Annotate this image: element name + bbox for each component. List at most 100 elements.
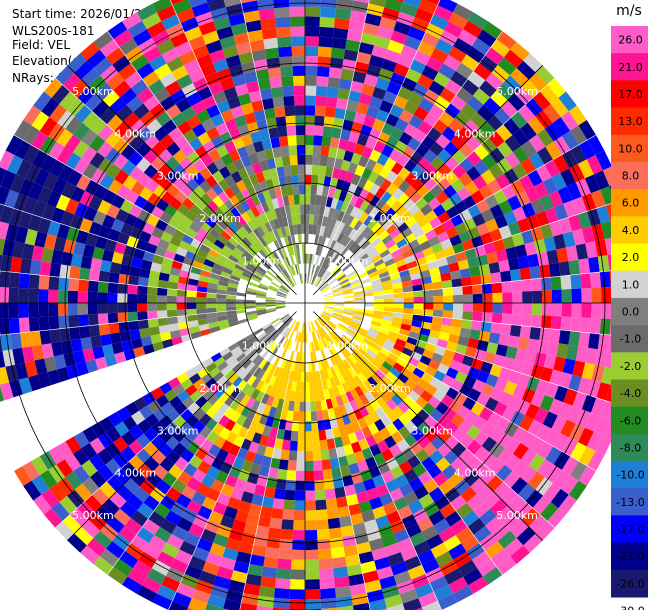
gate-cell bbox=[373, 258, 385, 268]
gate-cell bbox=[292, 55, 305, 67]
gate-cell bbox=[296, 460, 305, 471]
gate-cell bbox=[305, 421, 312, 432]
gate-cell bbox=[218, 319, 229, 326]
gate-cell bbox=[133, 103, 150, 120]
gate-cell bbox=[490, 548, 511, 567]
gate-cell bbox=[368, 54, 385, 68]
gate-cell bbox=[364, 303, 375, 307]
gate-cell bbox=[137, 3, 157, 21]
gate-cell bbox=[319, 568, 334, 580]
gate-cell bbox=[144, 134, 160, 150]
gate-cell bbox=[288, 450, 298, 461]
gate-cell bbox=[363, 115, 376, 128]
gate-cell bbox=[145, 178, 160, 193]
gate-cell bbox=[154, 502, 171, 519]
gate-cell bbox=[208, 248, 220, 259]
gate-cell bbox=[480, 273, 492, 285]
gate-cell bbox=[305, 500, 316, 511]
gate-cell bbox=[521, 79, 540, 98]
gate-cell bbox=[314, 276, 320, 286]
gate-cell bbox=[345, 239, 355, 250]
gate-cell bbox=[352, 313, 363, 319]
gate-cell bbox=[279, 538, 293, 550]
gate-cell bbox=[476, 222, 490, 236]
gate-cell bbox=[228, 149, 241, 163]
gate-cell bbox=[123, 349, 136, 361]
gate-cell bbox=[290, 430, 299, 442]
gate-cell bbox=[300, 214, 305, 224]
gate-cell bbox=[332, 117, 344, 129]
gate-cell bbox=[168, 323, 180, 332]
gate-cell bbox=[241, 343, 252, 353]
gate-cell bbox=[202, 389, 215, 401]
gate-cell bbox=[404, 420, 418, 434]
gate-cell bbox=[241, 211, 252, 224]
gate-cell bbox=[385, 422, 398, 436]
gate-cell bbox=[469, 329, 481, 340]
gate-cell bbox=[259, 465, 271, 477]
gate-cell bbox=[384, 207, 396, 220]
gate-cell bbox=[485, 72, 504, 90]
gate-cell bbox=[305, 125, 315, 136]
ray-7 bbox=[312, 0, 440, 285]
colorbar-swatch bbox=[611, 53, 648, 81]
gate-cell bbox=[218, 166, 231, 179]
gate-cell bbox=[73, 122, 90, 141]
gate-cell bbox=[458, 230, 472, 243]
gate-cell bbox=[329, 251, 338, 262]
gate-cell bbox=[305, 599, 321, 610]
gate-cell bbox=[9, 208, 23, 227]
gate-cell bbox=[266, 57, 281, 69]
gate-cell bbox=[297, 154, 305, 165]
gate-cell bbox=[297, 164, 305, 175]
gate-cell bbox=[287, 135, 297, 146]
gate-cell bbox=[193, 433, 207, 447]
gate-cell bbox=[410, 272, 421, 281]
gate-cell bbox=[225, 258, 237, 268]
gate-cell bbox=[568, 480, 587, 501]
gate-cell bbox=[312, 440, 321, 451]
ray-52 bbox=[304, 302, 442, 610]
gate-cell bbox=[252, 354, 262, 365]
gate-cell bbox=[566, 245, 579, 262]
gate-cell bbox=[56, 223, 70, 240]
gate-cell bbox=[364, 203, 375, 216]
gate-cell bbox=[305, 470, 315, 481]
gate-cell bbox=[309, 391, 316, 402]
colorbar-tick-label: 1.0 bbox=[622, 278, 640, 291]
gate-cell bbox=[467, 337, 479, 349]
gate-cell bbox=[216, 448, 229, 462]
gate-cell bbox=[486, 474, 504, 492]
gate-cell bbox=[374, 395, 386, 407]
gate-cell bbox=[117, 232, 130, 245]
gate-cell bbox=[368, 598, 387, 610]
gate-cell bbox=[224, 118, 238, 132]
gate-cell bbox=[281, 327, 289, 337]
ray-separator bbox=[304, 267, 640, 304]
gate-cell bbox=[308, 263, 312, 274]
gate-cell bbox=[578, 427, 594, 447]
gate-cell bbox=[133, 248, 146, 260]
ray-51 bbox=[317, 329, 458, 610]
gate-cell bbox=[232, 376, 243, 388]
gate-cell bbox=[347, 162, 359, 174]
gate-cell bbox=[33, 91, 52, 112]
gate-cell bbox=[337, 373, 346, 385]
gate-cell bbox=[572, 196, 587, 215]
gate-cell bbox=[289, 390, 296, 402]
gate-cell bbox=[264, 148, 275, 160]
gate-cell bbox=[540, 315, 552, 329]
gate-cell bbox=[356, 250, 367, 260]
gate-cell bbox=[159, 518, 177, 535]
gate-cell bbox=[197, 86, 213, 101]
gate-cell bbox=[476, 340, 489, 352]
gate-cell bbox=[369, 443, 382, 457]
gate-cell bbox=[176, 74, 193, 89]
gate-cell bbox=[243, 71, 258, 84]
gate-cell bbox=[473, 63, 492, 81]
gate-cell bbox=[24, 360, 38, 378]
gate-cell bbox=[206, 126, 220, 141]
gate-cell bbox=[385, 398, 398, 411]
gate-cell bbox=[152, 254, 164, 265]
gate-cell bbox=[197, 505, 213, 520]
